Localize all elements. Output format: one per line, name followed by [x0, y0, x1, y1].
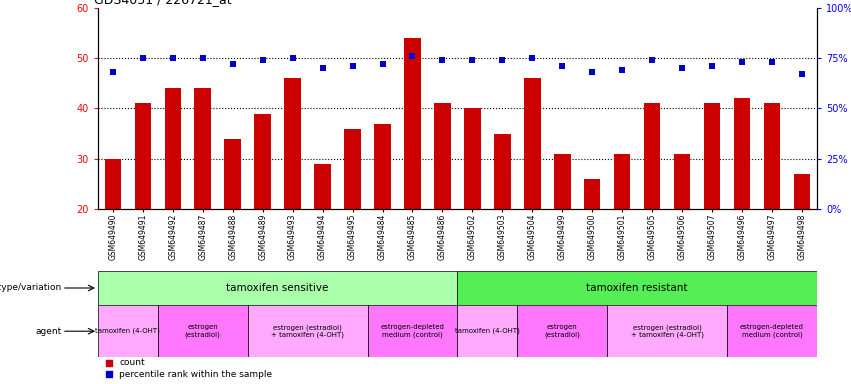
Bar	[464, 108, 481, 209]
Bar	[254, 114, 271, 209]
Point	[226, 61, 239, 67]
Point	[102, 371, 116, 377]
Bar	[494, 134, 511, 209]
Bar	[608, 305, 727, 357]
Point	[406, 53, 420, 59]
Bar	[368, 305, 458, 357]
Text: count: count	[119, 358, 145, 367]
Bar	[164, 88, 181, 209]
Point	[286, 55, 300, 61]
Text: genotype/variation: genotype/variation	[0, 283, 62, 293]
Point	[495, 57, 509, 63]
Bar	[458, 305, 517, 357]
Point	[166, 55, 180, 61]
Bar	[314, 164, 331, 209]
Bar	[458, 271, 817, 305]
Point	[585, 69, 599, 75]
Text: tamoxifen sensitive: tamoxifen sensitive	[226, 283, 328, 293]
Text: percentile rank within the sample: percentile rank within the sample	[119, 370, 272, 379]
Text: tamoxifen resistant: tamoxifen resistant	[586, 283, 688, 293]
Point	[196, 55, 209, 61]
Bar	[98, 271, 458, 305]
Bar	[764, 103, 780, 209]
Point	[346, 63, 359, 69]
Text: estrogen
(estradiol): estrogen (estradiol)	[545, 324, 580, 338]
Bar	[134, 103, 151, 209]
Text: GDS4051 / 226721_at: GDS4051 / 226721_at	[94, 0, 231, 7]
Bar	[225, 139, 241, 209]
Bar	[374, 124, 391, 209]
Point	[256, 57, 270, 63]
Bar	[704, 103, 720, 209]
Bar	[345, 129, 361, 209]
Text: estrogen (estradiol)
+ tamoxifen (4-OHT): estrogen (estradiol) + tamoxifen (4-OHT)	[631, 324, 704, 338]
Point	[465, 57, 479, 63]
Point	[436, 57, 449, 63]
Bar	[434, 103, 451, 209]
Point	[615, 67, 629, 73]
Point	[106, 69, 120, 75]
Text: estrogen-depleted
medium (control): estrogen-depleted medium (control)	[380, 324, 444, 338]
Bar	[554, 154, 570, 209]
Bar	[644, 103, 660, 209]
Bar	[98, 305, 157, 357]
Point	[735, 59, 749, 65]
Text: tamoxifen (4-OHT): tamoxifen (4-OHT)	[95, 328, 160, 334]
Point	[526, 55, 540, 61]
Bar	[105, 159, 121, 209]
Bar	[584, 179, 601, 209]
Text: tamoxifen (4-OHT): tamoxifen (4-OHT)	[455, 328, 520, 334]
Bar	[517, 305, 608, 357]
Text: estrogen (estradiol)
+ tamoxifen (4-OHT): estrogen (estradiol) + tamoxifen (4-OHT)	[271, 324, 344, 338]
Point	[705, 63, 719, 69]
Point	[556, 63, 569, 69]
Point	[795, 71, 808, 77]
Point	[316, 65, 329, 71]
Bar	[524, 78, 540, 209]
Bar	[157, 305, 248, 357]
Bar	[248, 305, 368, 357]
Point	[645, 57, 659, 63]
Point	[676, 65, 689, 71]
Bar	[727, 305, 817, 357]
Point	[136, 55, 150, 61]
Text: estrogen-depleted
medium (control): estrogen-depleted medium (control)	[740, 324, 804, 338]
Text: agent: agent	[36, 327, 62, 336]
Bar	[404, 38, 420, 209]
Bar	[614, 154, 631, 209]
Text: estrogen
(estradiol): estrogen (estradiol)	[185, 324, 220, 338]
Bar	[284, 78, 301, 209]
Bar	[734, 98, 751, 209]
Bar	[674, 154, 690, 209]
Bar	[794, 174, 810, 209]
Bar	[195, 88, 211, 209]
Point	[102, 360, 116, 366]
Point	[765, 59, 779, 65]
Point	[375, 61, 389, 67]
